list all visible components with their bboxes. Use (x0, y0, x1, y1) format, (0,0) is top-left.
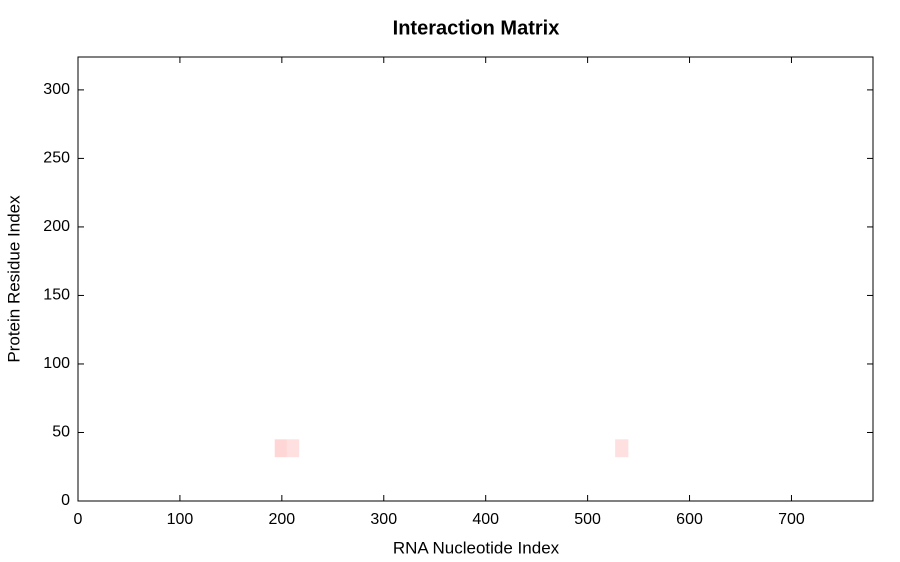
x-tick-label: 600 (676, 511, 703, 528)
plot-frame (77, 56, 874, 502)
y-tick-label: 250 (43, 150, 70, 167)
y-tick-label: 0 (61, 492, 70, 509)
x-tick-label: 200 (268, 511, 295, 528)
chart-title: Interaction Matrix (393, 17, 560, 39)
x-tick-label: 300 (370, 511, 397, 528)
y-tick-label: 50 (52, 424, 70, 441)
x-tick-label: 100 (167, 511, 194, 528)
x-tick-label: 0 (74, 511, 83, 528)
heatmap-cell (286, 439, 300, 458)
y-tick-label: 150 (43, 287, 70, 304)
y-tick-label: 300 (43, 81, 70, 98)
x-tick-label: 700 (778, 511, 805, 528)
y-tick-label: 100 (43, 355, 70, 372)
y-axis-label: Protein Residue Index (4, 195, 23, 363)
y-tick-label: 200 (43, 218, 70, 235)
x-tick-label: 400 (472, 511, 499, 528)
x-tick-label: 500 (574, 511, 601, 528)
heatmap-cell (274, 439, 287, 458)
x-axis-label: RNA Nucleotide Index (393, 538, 560, 557)
heatmap-cell (615, 439, 629, 458)
